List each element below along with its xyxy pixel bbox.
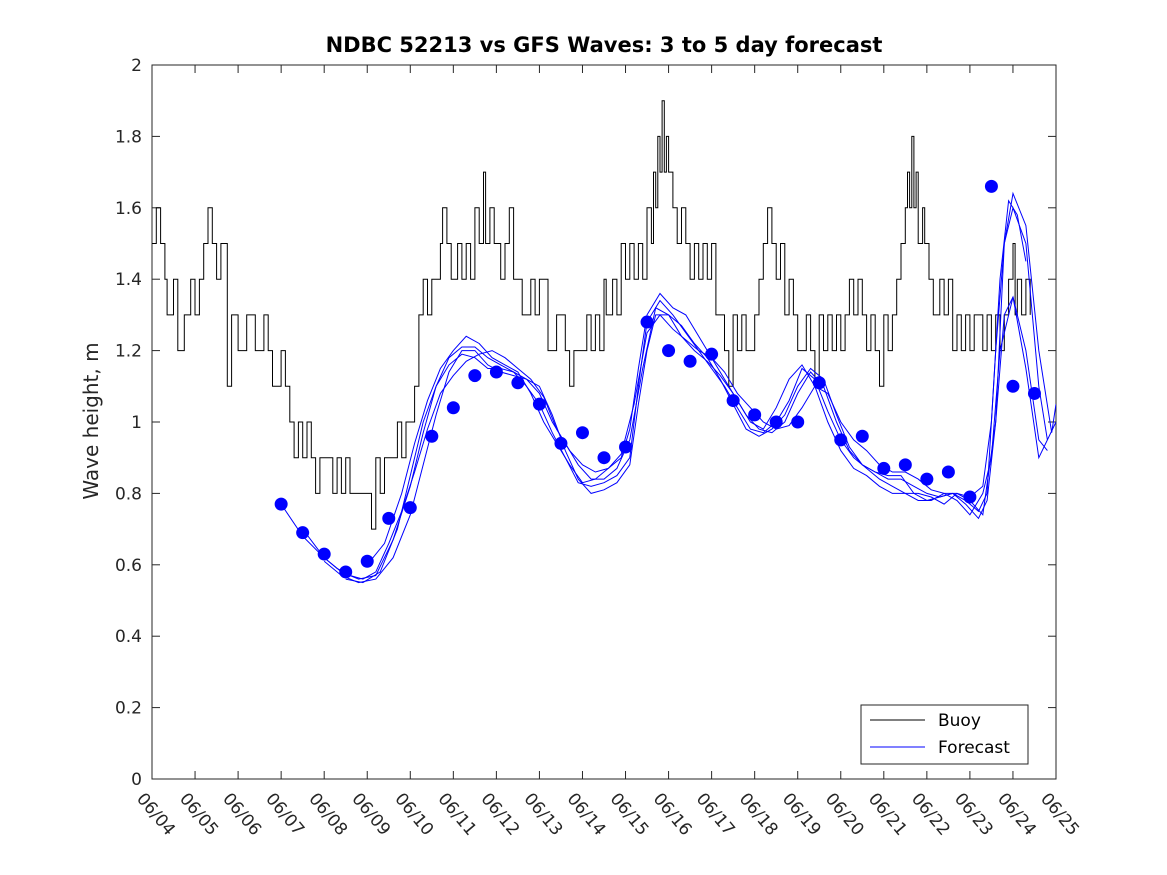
forecast-marker bbox=[575, 426, 589, 440]
buoy-series-line bbox=[152, 100, 1031, 530]
legend-buoy-label: Buoy bbox=[938, 711, 981, 731]
y-tick-label: 1.4 bbox=[115, 270, 142, 290]
forecast-marker bbox=[446, 401, 460, 415]
forecast-marker bbox=[920, 472, 934, 486]
forecast-run-line bbox=[366, 191, 1056, 566]
legend: Buoy Forecast bbox=[860, 704, 1029, 765]
forecast-marker bbox=[941, 465, 955, 479]
y-tick-label: 0.6 bbox=[115, 556, 142, 576]
forecast-marker bbox=[360, 554, 374, 568]
y-tick-label: 0.4 bbox=[115, 627, 142, 647]
forecast-marker bbox=[532, 397, 546, 411]
forecast-marker bbox=[597, 451, 611, 465]
axes-box bbox=[151, 64, 1057, 780]
forecast-marker bbox=[683, 354, 697, 368]
legend-box bbox=[860, 704, 1029, 765]
forecast-marker bbox=[984, 179, 998, 193]
forecast-marker bbox=[877, 461, 891, 475]
forecast-marker bbox=[748, 408, 762, 422]
y-tick-label: 1.6 bbox=[115, 199, 142, 219]
y-tick-label: 1 bbox=[131, 413, 142, 433]
forecast-marker bbox=[834, 433, 848, 447]
forecast-marker bbox=[619, 440, 633, 454]
forecast-marker bbox=[382, 511, 396, 525]
y-tick-label: 0.8 bbox=[115, 484, 142, 504]
y-tick-label: 1.2 bbox=[115, 342, 142, 362]
chart-title: NDBC 52213 vs GFS Waves: 3 to 5 day fore… bbox=[326, 33, 883, 57]
forecast-marker bbox=[274, 497, 288, 511]
forecast-marker bbox=[468, 369, 482, 383]
forecast-marker bbox=[898, 458, 912, 472]
forecast-marker bbox=[769, 415, 783, 429]
forecast-marker bbox=[1006, 379, 1020, 393]
forecast-marker bbox=[403, 501, 417, 515]
forecast-marker bbox=[511, 376, 525, 390]
series-layer bbox=[152, 100, 1056, 584]
y-tick-label: 1.8 bbox=[115, 127, 142, 147]
y-tick-label: 2 bbox=[131, 56, 142, 76]
forecast-marker bbox=[705, 347, 719, 361]
forecast-marker bbox=[296, 526, 310, 540]
forecast-run-line bbox=[323, 295, 1048, 584]
forecast-marker bbox=[662, 344, 676, 358]
forecast-marker bbox=[489, 365, 503, 379]
y-axis-label: Wave height, m bbox=[79, 342, 103, 499]
forecast-marker bbox=[791, 415, 805, 429]
forecast-marker bbox=[554, 436, 568, 450]
forecast-marker bbox=[812, 376, 826, 390]
forecast-marker bbox=[640, 315, 654, 329]
forecast-marker bbox=[317, 547, 331, 561]
y-tick-label: 0 bbox=[131, 770, 142, 790]
forecast-marker bbox=[339, 565, 353, 579]
y-tick-label: 0.2 bbox=[115, 699, 142, 719]
legend-forecast-label: Forecast bbox=[938, 738, 1010, 758]
forecast-marker bbox=[425, 429, 439, 443]
forecast-run-line bbox=[345, 296, 1056, 584]
forecast-marker bbox=[1027, 386, 1041, 400]
forecast-marker bbox=[855, 429, 869, 443]
forecast-marker bbox=[726, 394, 740, 408]
forecast-marker bbox=[963, 490, 977, 504]
